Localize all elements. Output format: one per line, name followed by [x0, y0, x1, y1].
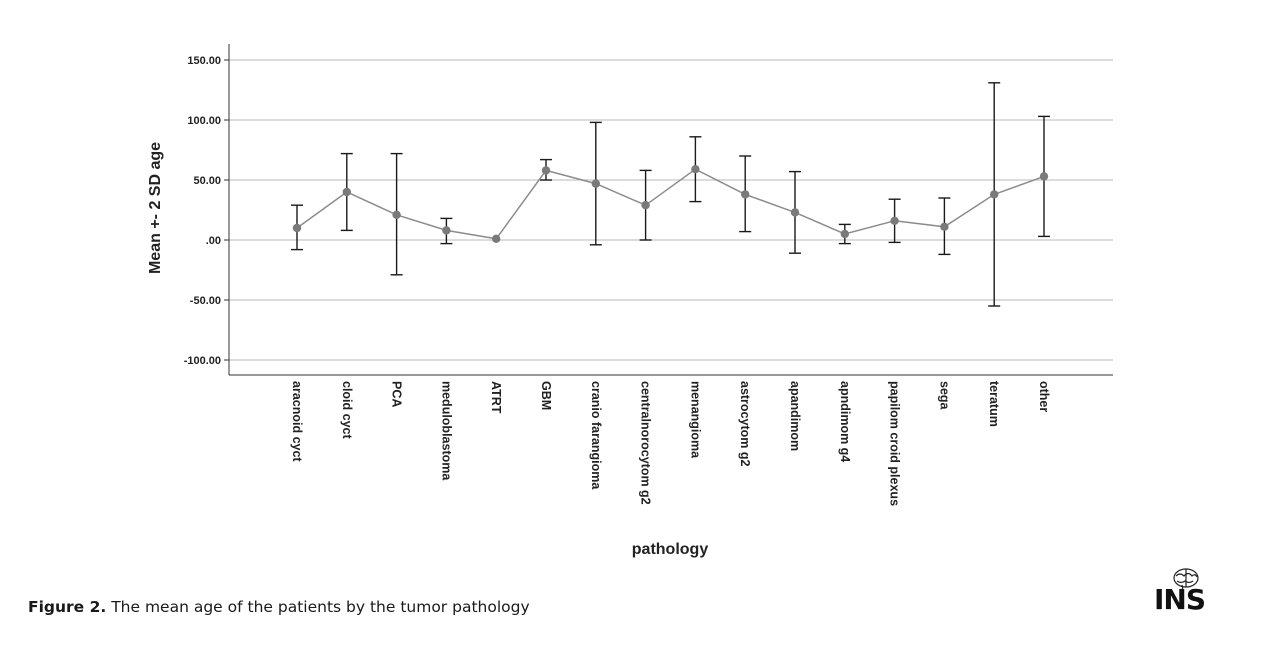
x-tick-label: teratum [987, 381, 1001, 427]
mean-point [890, 216, 899, 225]
y-tick-labels: 150.00 100.00 50.00 .00 -50.00 -100.00 [184, 55, 221, 367]
y-tick-label: 150.00 [187, 55, 221, 67]
figure-caption: Figure 2. The mean age of the patients b… [28, 598, 530, 616]
journal-logo: INS [1152, 566, 1228, 622]
y-tick-label: .00 [206, 235, 221, 247]
mean-point [691, 165, 700, 174]
x-tick-label: papilom croid plexus [888, 381, 902, 506]
x-tick-label: apandimom [788, 381, 802, 451]
logo-text: INS [1154, 583, 1206, 616]
mean-point [442, 226, 451, 235]
x-tick-label: other [1037, 381, 1051, 412]
mean-point [940, 222, 949, 231]
x-tick-label: GBM [539, 381, 553, 410]
x-tick-label: ATRT [489, 381, 503, 414]
x-tick-label: meduloblastoma [439, 381, 453, 481]
mean-point [392, 210, 401, 219]
y-tick-label: 100.00 [187, 115, 221, 127]
x-axis-title: pathology [632, 541, 709, 558]
mean-point [292, 223, 302, 233]
mean-point [990, 190, 999, 199]
x-tick-label: cloid cyct [340, 381, 354, 439]
y-axis-title: Mean +- 2 SD age [147, 142, 164, 274]
x-tick-label: menangioma [688, 381, 702, 459]
x-tick-label: apndimom g4 [838, 381, 852, 462]
mean-point [840, 229, 849, 239]
mean-point [492, 234, 501, 243]
mean-point [790, 208, 800, 217]
brain-icon [1173, 568, 1199, 593]
x-tick-label: sega [937, 381, 951, 411]
x-category-labels: aracnoid cyct cloid cyct PCA meduloblastoma… [290, 381, 1051, 506]
x-tick-label: centralnorocytom g2 [639, 381, 653, 505]
mean-point [342, 187, 351, 197]
gridlines [229, 59, 1113, 361]
mean-point [591, 179, 600, 188]
caption-text: The mean age of the patients by the tumo… [106, 598, 530, 616]
axes [224, 44, 1113, 376]
y-tick-label: -50.00 [190, 295, 221, 307]
y-tick-label: -100.00 [184, 355, 221, 367]
mean-series-line [296, 168, 1045, 240]
mean-point [641, 201, 650, 210]
mean-line [296, 168, 1045, 240]
y-tick-label: 50.00 [193, 175, 221, 187]
x-tick-label: cranio farangioma [589, 381, 603, 490]
x-tick-label: PCA [390, 381, 404, 407]
x-tick-label: astrocytom g2 [738, 381, 752, 466]
mean-point [741, 190, 750, 199]
error-bars [291, 82, 1050, 307]
mean-point [541, 166, 551, 175]
caption-label: Figure 2. [28, 598, 107, 616]
mean-point [1039, 172, 1049, 181]
x-tick-label: aracnoid cyct [290, 381, 304, 462]
mean-markers [292, 165, 1049, 243]
